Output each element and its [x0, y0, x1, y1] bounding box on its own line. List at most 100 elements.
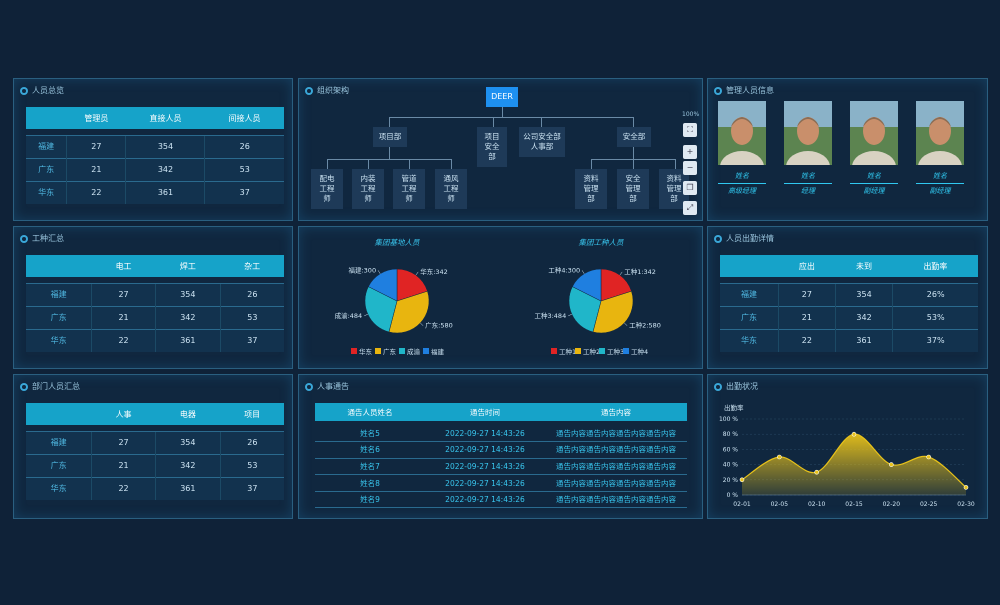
x-tick-label: 02-15 [845, 501, 863, 508]
pie-slice[interactable] [396, 268, 428, 302]
table-row[interactable]: 姓名7 2022-09-27 14:43:26 通告内容通告内容通告内容通告内容 [315, 458, 687, 476]
org-connector [389, 147, 390, 159]
panel-title: 工种汇总 [20, 233, 64, 244]
cell: 37 [219, 328, 284, 352]
pie-label-line [415, 271, 419, 276]
cell: 21 [66, 157, 126, 181]
table-row: 福建 27 354 26 [26, 282, 284, 306]
pie-slice[interactable] [568, 286, 602, 333]
manager-photo[interactable] [718, 101, 766, 165]
table-row[interactable]: 姓名6 2022-09-27 14:43:26 通告内容通告内容通告内容通告内容 [315, 441, 687, 459]
pie-slice[interactable] [388, 290, 430, 334]
cell: 26 [219, 282, 284, 306]
data-point[interactable] [851, 431, 857, 437]
cell: 2022-09-27 14:43:26 [425, 474, 545, 492]
pie-label-line [568, 313, 572, 317]
x-tick-label: 02-30 [957, 501, 975, 508]
x-tick-label: 02-25 [920, 501, 938, 508]
org-node[interactable]: 管道工程师 [393, 169, 425, 209]
legend-label[interactable]: 成渝 [407, 347, 421, 356]
cell: 广东 [720, 305, 779, 329]
data-point[interactable] [963, 485, 969, 490]
legend-label[interactable]: 华东 [359, 347, 373, 356]
legend-label[interactable]: 工种1 [559, 347, 576, 356]
column-header [26, 255, 92, 277]
org-node[interactable]: 配电工程师 [311, 169, 343, 209]
manager-photo[interactable] [916, 101, 964, 165]
attendance-area-chart: 出勤率 0 % 20 % 40 % 60 % 80 % 100 % 02-01 02-05 02-… [719, 403, 975, 508]
org-node[interactable]: 内装工程师 [352, 169, 384, 209]
y-tick-label: 40 % [723, 462, 739, 469]
table-row: 广东 21 342 53 [26, 305, 284, 329]
cell: 361 [125, 180, 205, 204]
copy-icon[interactable]: ❐ [683, 181, 697, 195]
org-node[interactable]: 项目部 [373, 127, 407, 147]
legend-label[interactable]: 工种3 [607, 347, 624, 356]
org-connector [409, 159, 410, 169]
pie-slice[interactable] [572, 268, 602, 302]
notice-table: 通告人员姓名 通告时间 通告内容 姓名5 2022-09-27 14:43:26 通… [315, 403, 687, 509]
fit-view-icon[interactable]: ⛶ [683, 123, 697, 137]
table-row: 华东 22 361 37 [26, 180, 284, 204]
org-node[interactable]: 资料管理部 [575, 169, 607, 209]
org-connector [493, 117, 494, 127]
cell: 姓名6 [315, 441, 425, 459]
legend-label[interactable]: 工种4 [631, 347, 648, 356]
table-header-row: 人事 电器 项目 [26, 403, 284, 425]
panel-trades: 工种汇总 电工 焊工 杂工 福建 27 354 26 广东 21 342 53 华东 22 36… [13, 226, 293, 369]
legend-label[interactable]: 广东 [383, 347, 397, 356]
column-header: 焊工 [155, 255, 221, 277]
table-header-row: 应出 未到 出勤率 [720, 255, 978, 277]
y-tick-label: 20 % [723, 477, 739, 484]
manager-photo[interactable] [784, 101, 832, 165]
cell: 福建 [26, 282, 92, 306]
org-node-root[interactable]: DEER [486, 87, 518, 107]
org-node[interactable]: 项目安全部 [477, 127, 507, 167]
zoom-out-icon[interactable]: − [683, 161, 697, 175]
cell: 53% [892, 305, 978, 329]
cell: 26% [892, 282, 978, 306]
org-node[interactable]: 安全部 [617, 127, 651, 147]
column-header: 项目 [220, 403, 284, 425]
x-tick-label: 02-20 [883, 501, 901, 508]
table-header-row: 电工 焊工 杂工 [26, 255, 284, 277]
cell: 21 [91, 305, 156, 329]
org-connector [327, 159, 451, 160]
org-connector [591, 159, 592, 169]
data-point[interactable] [889, 462, 894, 467]
org-connector [633, 147, 634, 159]
org-node[interactable]: 公司安全部人事部 [519, 127, 565, 157]
data-point[interactable] [814, 469, 819, 475]
cell: 354 [125, 134, 205, 158]
data-point[interactable] [739, 477, 745, 483]
legend-swatch [623, 348, 629, 354]
pie-data-label: 工种1:342 [624, 267, 656, 276]
pie-label-line [420, 322, 424, 326]
pie-data-label: 工种3:484 [534, 311, 566, 320]
table-row[interactable]: 姓名5 2022-09-27 14:43:26 通告内容通告内容通告内容通告内容 [315, 425, 687, 443]
table-row[interactable]: 姓名8 2022-09-27 14:43:26 通告内容通告内容通告内容通告内容 [315, 474, 687, 492]
legend-swatch [375, 348, 381, 354]
fullscreen-icon[interactable]: ⤢ [683, 201, 697, 215]
table-row[interactable]: 姓名9 2022-09-27 14:43:26 通告内容通告内容通告内容通告内容 [315, 491, 687, 509]
pie-slice[interactable] [364, 286, 398, 333]
cell: 342 [125, 157, 205, 181]
manager-photo[interactable] [850, 101, 898, 165]
legend-label[interactable]: 福建 [431, 347, 445, 356]
data-point[interactable] [777, 454, 782, 460]
pie-slice[interactable] [600, 268, 632, 302]
data-point[interactable] [926, 454, 931, 460]
legend-label[interactable]: 工种2 [583, 347, 600, 356]
org-node[interactable]: 通风工程师 [435, 169, 467, 209]
org-connector [389, 117, 390, 127]
pie-slice[interactable] [592, 290, 634, 334]
org-connector [541, 117, 542, 127]
pie-data-label: 福建:300 [348, 265, 376, 274]
pie-label-line [377, 270, 381, 274]
zoom-in-icon[interactable]: + [683, 145, 697, 159]
cell: 2022-09-27 14:43:26 [425, 491, 545, 509]
org-node[interactable]: 安全管理部 [617, 169, 649, 209]
column-header: 未到 [835, 255, 893, 277]
panel-icon [20, 234, 28, 243]
panel-attendance-chart: 出勤状况 出勤率 0 % 20 % 40 % 60 % 80 % 100 % 02-01 02-… [707, 374, 988, 519]
